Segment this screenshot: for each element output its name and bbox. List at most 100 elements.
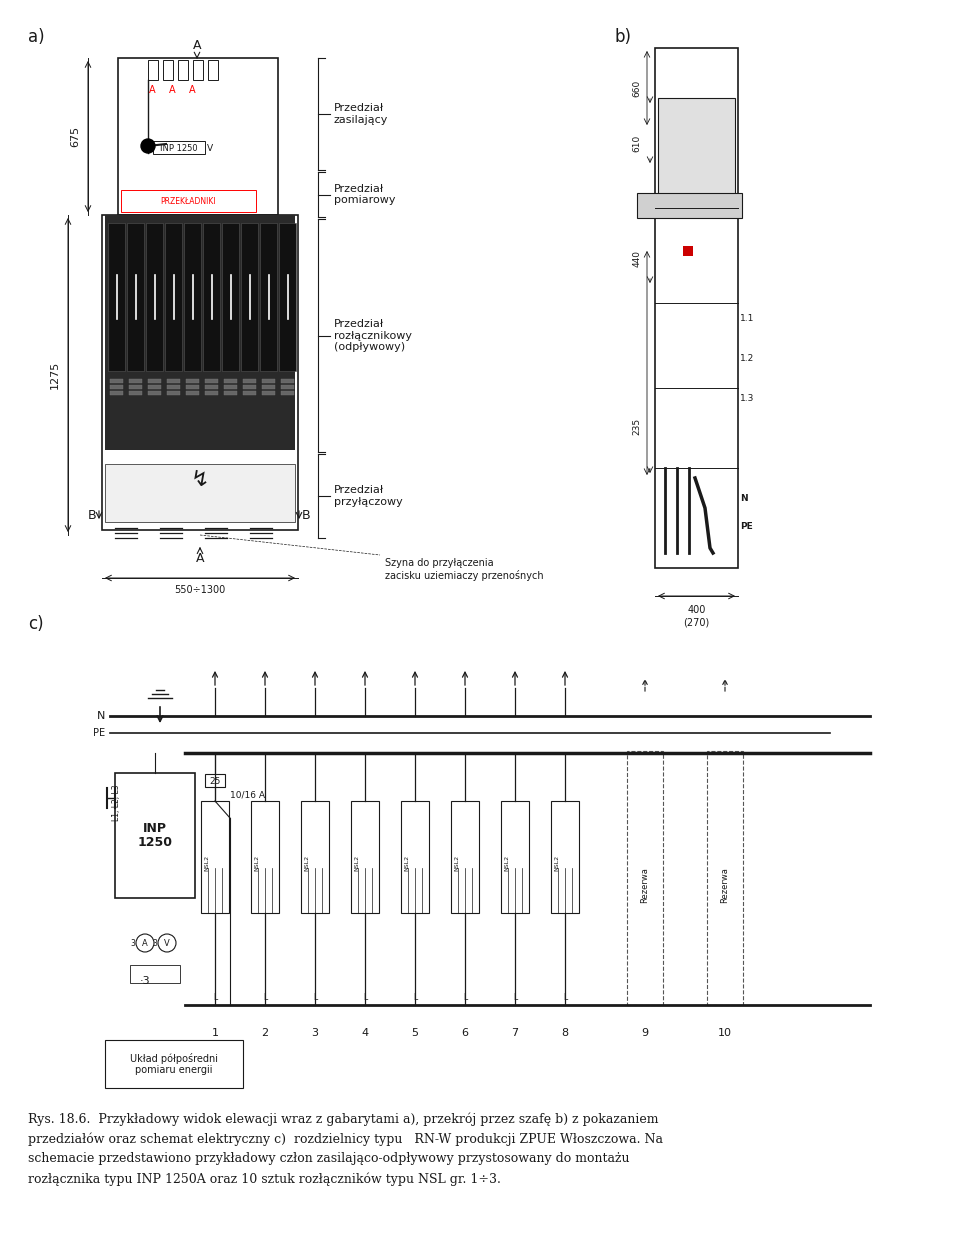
Text: INP 1250: INP 1250: [160, 143, 198, 152]
Bar: [105, 464, 295, 522]
Text: 9: 9: [641, 1028, 649, 1038]
Text: B: B: [302, 508, 311, 522]
Bar: [201, 801, 229, 913]
Bar: [241, 222, 258, 371]
Bar: [658, 98, 735, 198]
Bar: [224, 391, 237, 396]
Text: 10: 10: [718, 1028, 732, 1038]
Text: 440: 440: [633, 250, 641, 267]
Bar: [707, 751, 743, 1005]
Text: 3: 3: [311, 1028, 319, 1038]
Bar: [129, 384, 142, 389]
Text: (270): (270): [684, 617, 709, 627]
Bar: [153, 141, 205, 154]
Text: 610: 610: [633, 135, 641, 152]
Text: przedziałów oraz schemat elektryczny c)  rozdzielnicy typu   RN-W produkcji ZPUE: przedziałów oraz schemat elektryczny c) …: [28, 1132, 663, 1146]
Text: L: L: [563, 994, 567, 1002]
Text: L: L: [213, 994, 217, 1002]
Text: b): b): [615, 28, 632, 46]
Text: L: L: [413, 994, 418, 1002]
Bar: [167, 391, 180, 396]
Bar: [193, 61, 203, 80]
Text: 8: 8: [562, 1028, 568, 1038]
Bar: [262, 391, 275, 396]
Text: A: A: [189, 85, 195, 95]
Bar: [129, 391, 142, 396]
Text: NSL2: NSL2: [504, 855, 509, 871]
Bar: [121, 190, 256, 213]
Text: 660: 660: [633, 79, 641, 96]
Text: NSL2: NSL2: [304, 855, 309, 871]
Text: A: A: [193, 40, 202, 52]
Bar: [401, 801, 429, 913]
Bar: [186, 379, 199, 383]
Text: 1.1: 1.1: [740, 314, 755, 323]
Bar: [148, 61, 158, 80]
Bar: [205, 391, 218, 396]
Bar: [118, 58, 278, 215]
Bar: [224, 379, 237, 383]
Text: A: A: [196, 551, 204, 565]
Bar: [105, 1039, 243, 1088]
Bar: [102, 215, 298, 530]
Bar: [205, 774, 225, 787]
Bar: [178, 61, 188, 80]
Bar: [205, 379, 218, 383]
Bar: [627, 751, 663, 1005]
Text: 25: 25: [209, 776, 221, 786]
Text: 10/16 A: 10/16 A: [230, 791, 265, 800]
Bar: [243, 391, 256, 396]
Bar: [105, 215, 295, 450]
Bar: [163, 61, 173, 80]
Text: L: L: [363, 994, 367, 1002]
Bar: [637, 193, 742, 218]
Text: Przedział
przyłączowy: Przedział przyłączowy: [334, 486, 403, 507]
Text: schemacie przedstawiono przykładowy człon zasilająco-odpływowy przystosowany do : schemacie przedstawiono przykładowy czło…: [28, 1152, 630, 1166]
Text: NSL2: NSL2: [554, 855, 559, 871]
Text: INP
1250: INP 1250: [137, 822, 173, 849]
Text: N: N: [740, 493, 748, 503]
Bar: [127, 222, 144, 371]
Bar: [108, 222, 125, 371]
Bar: [130, 965, 180, 983]
Bar: [243, 384, 256, 389]
Text: Rys. 18.6.  Przykładowy widok elewacji wraz z gabarytami a), przekrój przez szaf: Rys. 18.6. Przykładowy widok elewacji wr…: [28, 1112, 659, 1126]
Text: 3: 3: [153, 938, 157, 948]
Text: V: V: [207, 143, 213, 152]
Text: 400: 400: [687, 604, 706, 616]
Text: L: L: [263, 994, 267, 1002]
Text: NSL2: NSL2: [454, 855, 459, 871]
Text: 7: 7: [512, 1028, 518, 1038]
Bar: [262, 384, 275, 389]
Text: A: A: [142, 938, 148, 948]
Text: Przedział
rozłącznikowy
(odpływowy): Przedział rozłącznikowy (odpływowy): [334, 319, 412, 352]
Bar: [148, 379, 161, 383]
Text: 2: 2: [261, 1028, 269, 1038]
Text: N: N: [97, 711, 105, 721]
Bar: [260, 222, 277, 371]
Bar: [279, 222, 296, 371]
Text: NSL2: NSL2: [204, 855, 209, 871]
Text: 1275: 1275: [50, 361, 60, 389]
Bar: [167, 379, 180, 383]
Text: 1.3: 1.3: [740, 393, 755, 403]
Bar: [301, 801, 329, 913]
Bar: [262, 379, 275, 383]
Text: Przedział
pomiarowy: Przedział pomiarowy: [334, 184, 396, 205]
Bar: [351, 801, 379, 913]
Bar: [205, 384, 218, 389]
Text: A: A: [169, 85, 176, 95]
Text: A: A: [149, 85, 156, 95]
Bar: [167, 384, 180, 389]
Text: L: L: [313, 994, 317, 1002]
Text: NSL2: NSL2: [354, 855, 359, 871]
Text: NSL2: NSL2: [404, 855, 409, 871]
Bar: [110, 384, 123, 389]
Text: NSL2: NSL2: [254, 855, 259, 871]
Text: ·3: ·3: [140, 976, 151, 986]
Text: 675: 675: [70, 126, 80, 147]
Text: PRZEKŁADNIKI: PRZEKŁADNIKI: [160, 197, 216, 205]
Text: Układ półpośredni
pomiaru energii: Układ półpośredni pomiaru energii: [130, 1053, 218, 1075]
Text: 235: 235: [633, 418, 641, 435]
Text: c): c): [28, 616, 43, 633]
